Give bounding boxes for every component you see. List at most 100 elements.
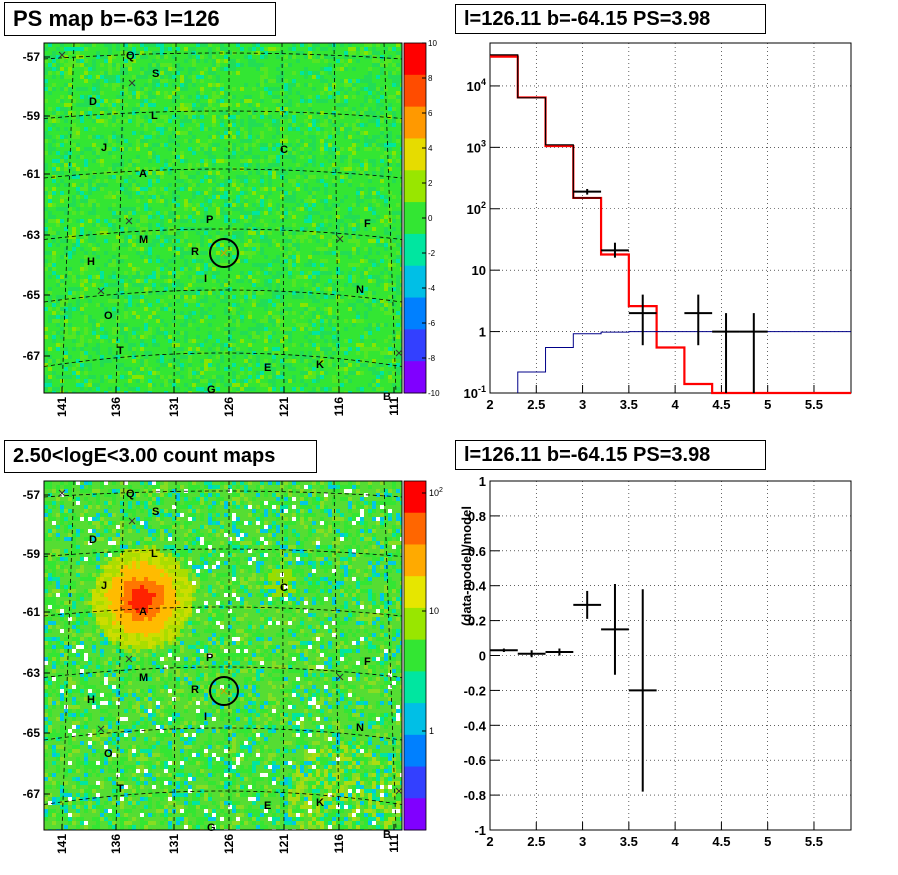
y-tick-label: 0.2	[468, 614, 486, 629]
y-tick-label: 102	[467, 200, 486, 217]
x-tick-label: 3.5	[620, 834, 638, 849]
ps-colorbar: 10 8 6 4 2 0 -2 -4 -6 -8 -10	[403, 39, 440, 398]
colorbar-swatch	[404, 766, 426, 799]
longitude-line	[383, 480, 397, 831]
colorbar-tick-label: -6	[428, 319, 436, 328]
colorbar-tick-label: 8	[428, 74, 433, 83]
x-tick-label: 2	[486, 397, 493, 412]
source-label-h: H	[87, 256, 95, 268]
colorbar-tick-label: 10	[428, 39, 437, 48]
source-label-r: R	[191, 684, 199, 696]
source-label-o: O	[104, 748, 113, 760]
colorbar-swatch	[404, 43, 426, 76]
residual-title: l=126.11 b=-64.15 PS=3.98	[455, 440, 766, 470]
source-label-b: B	[383, 391, 391, 403]
colorbar-swatch	[404, 734, 426, 768]
lon-tick-label: 126	[222, 397, 236, 417]
colorbar-tick-label: 6	[428, 109, 433, 118]
lat-tick-label: -59	[23, 109, 41, 123]
source-label-e: E	[264, 362, 271, 374]
lat-tick-label: -61	[23, 167, 41, 181]
colorbar-swatch	[404, 639, 426, 672]
source-label-k: K	[316, 359, 324, 371]
y-tick-label: 1	[479, 325, 486, 340]
colorbar-swatch	[404, 544, 426, 577]
lat-tick-label: -63	[23, 666, 41, 680]
source-label-q: Q	[126, 488, 135, 500]
x-tick-label: 3	[579, 834, 586, 849]
spectrum-title: l=126.11 b=-64.15 PS=3.98	[455, 4, 766, 34]
source-label-a: A	[139, 168, 147, 180]
ps-map-frame	[43, 42, 403, 394]
residual-grid	[489, 480, 851, 831]
latitude-line	[43, 352, 403, 367]
y-tick-label: 0.8	[468, 509, 486, 524]
y-tick-label: 0.4	[468, 579, 487, 594]
source-label-n: N	[356, 722, 364, 734]
colorbar-swatch	[404, 265, 426, 299]
spectrum-series-line	[490, 54, 602, 199]
source-label-c: C	[280, 582, 288, 594]
y-tick-label: 104	[467, 77, 486, 94]
source-marker	[128, 79, 136, 87]
source-label-g: G	[207, 822, 216, 834]
residual-y-axis-label: (data-model)/model	[459, 506, 474, 626]
lat-tick-label: -67	[23, 349, 41, 363]
source-label-l: L	[151, 548, 158, 560]
lat-tick-label: -57	[23, 488, 41, 502]
source-marker	[125, 655, 133, 663]
colorbar-swatch	[404, 576, 426, 609]
count-map-frame	[43, 480, 403, 831]
count-graticule	[43, 480, 403, 831]
source-label-b: B	[383, 829, 391, 841]
colorbar-swatch	[404, 671, 426, 704]
source-label-d: D	[89, 96, 97, 108]
lon-tick-label: 116	[332, 397, 346, 417]
x-tick-label: 4.5	[712, 397, 730, 412]
source-label-r: R	[191, 246, 199, 258]
longitude-line	[61, 42, 75, 394]
colorbar-swatch	[404, 703, 426, 736]
lon-tick-label: 136	[109, 397, 123, 417]
latitude-line	[43, 289, 403, 303]
y-tick-label: 10-1	[464, 384, 486, 401]
ps-center-marker	[220, 687, 228, 695]
source-label-f: F	[364, 656, 371, 668]
colorbar-frame	[403, 480, 427, 831]
latitude-line	[43, 490, 403, 498]
source-label-p: P	[206, 652, 213, 664]
colorbar-swatch	[404, 74, 426, 108]
longitude-line	[61, 480, 75, 831]
colorbar-swatch	[404, 607, 426, 641]
x-tick-label: 4.5	[712, 834, 730, 849]
longitude-line	[333, 42, 340, 394]
source-label-p: P	[206, 214, 213, 226]
x-tick-label: 5.5	[805, 834, 823, 849]
ps-source-labels: Q S D L J C A P F M R H I N O T E K G B	[87, 50, 391, 403]
ps-ps-circle	[209, 238, 239, 268]
source-label-h: H	[87, 694, 95, 706]
count-map-panel: Q S D L J C A P F M R H I N O T E K G B -57 -59 -61 -63 -65 -67 14…	[23, 480, 443, 854]
longitude-line	[333, 480, 340, 831]
lon-tick-label: 141	[55, 397, 69, 417]
lon-tick-label: 111	[387, 834, 401, 853]
colorbar-tick-label: -4	[428, 284, 436, 293]
lon-tick-label: 121	[277, 397, 291, 417]
y-tick-label: -0.8	[464, 788, 486, 803]
lon-tick-label: 121	[277, 834, 291, 854]
colorbar-tick-label: 0	[428, 214, 433, 223]
colorbar-swatch	[404, 297, 426, 330]
source-label-d: D	[89, 534, 97, 546]
latitude-line	[43, 110, 403, 119]
colorbar-tick-label: 2	[428, 179, 433, 188]
y-tick-label: -0.4	[464, 718, 487, 733]
x-tick-label: 4	[672, 397, 680, 412]
longitude-line	[281, 42, 285, 394]
longitude-line	[115, 42, 125, 394]
source-marker	[336, 235, 344, 243]
x-tick-label: 3.5	[620, 397, 638, 412]
lon-tick-label: 131	[167, 834, 181, 854]
count-colorbar: 102 10 1	[403, 480, 443, 831]
source-marker	[97, 725, 105, 733]
